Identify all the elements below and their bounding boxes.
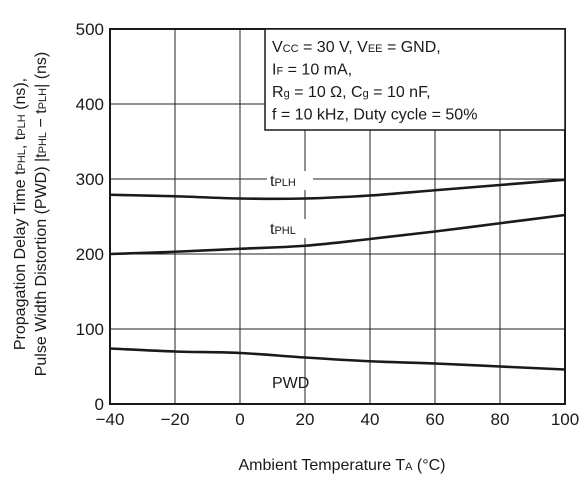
x-tick-label: 40	[361, 410, 380, 429]
conditions-box-border	[264, 28, 566, 131]
series-label-bg	[267, 171, 313, 190]
series-label-bg	[267, 219, 313, 238]
y-tick-label: 500	[76, 20, 104, 39]
x-tick-label: 100	[551, 410, 579, 429]
axis-labels: Ambient Temperature TA (°C) Propagation D…	[12, 52, 446, 474]
y-tick-label: 400	[76, 95, 104, 114]
series-line-tplh	[109, 178, 566, 201]
conditions-box: VCC = 30 V, VEE = GND, IF = 10 mA, Rg = 10…	[264, 28, 566, 131]
y-tick-label: 0	[95, 395, 104, 414]
x-tick-label: 0	[235, 410, 244, 429]
x-tick-label: 20	[296, 410, 315, 429]
series-label-tphl: tPHL	[270, 221, 296, 238]
y-tick-label: 100	[76, 320, 104, 339]
x-tick-label: −20	[161, 410, 190, 429]
x-tick-label: 60	[426, 410, 445, 429]
x-tick-label: 80	[491, 410, 510, 429]
x-tick-label: −40	[96, 410, 125, 429]
condition-line: VCC = 30 V, VEE = GND,	[272, 39, 441, 56]
x-axis-label: Ambient Temperature TA (°C)	[238, 457, 445, 474]
y-tick-label: 200	[76, 245, 104, 264]
series-label-tplh: tPLH	[270, 173, 296, 190]
series-line-tphl	[109, 213, 566, 256]
condition-line: f = 10 kHz, Duty cycle = 50%	[272, 107, 477, 124]
series-line-pwd	[109, 347, 566, 371]
tick-labels: −40 −20 0 20 40 60 80 100 0 100 200 300 400 500	[76, 20, 579, 429]
condition-line: Rg = 10 Ω, Cg = 10 nF,	[272, 84, 431, 101]
y-tick-label: 300	[76, 170, 104, 189]
y-axis-label-line-1: Propagation Delay Time tPHL, tPLH (ns),	[12, 78, 29, 350]
series-group: tPLH tPHL PWD	[109, 171, 566, 392]
condition-line: IF = 10 mA,	[272, 62, 352, 79]
series-label-pwd: PWD	[272, 375, 309, 392]
y-axis-label-line-2: Pulse Width Distortion (PWD) |tPHL − tPL…	[33, 52, 50, 377]
